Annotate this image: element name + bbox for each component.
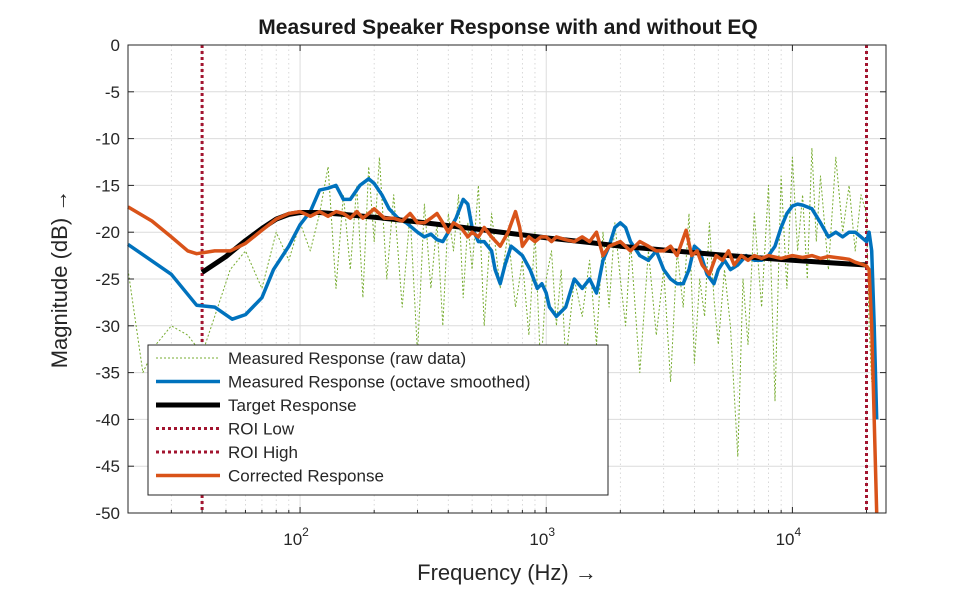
y-tick-label: -50 bbox=[95, 504, 120, 523]
legend: Measured Response (raw data) Measured Res… bbox=[147, 344, 609, 496]
x-tick-label: 104 bbox=[776, 525, 802, 549]
x-tick-base: 10 bbox=[283, 530, 302, 549]
legend-box bbox=[147, 344, 609, 496]
y-tick-label: -10 bbox=[95, 130, 120, 149]
y-tick-label: -5 bbox=[105, 83, 120, 102]
data-series bbox=[127, 45, 879, 514]
legend-label-corrected-response: Corrected Response bbox=[228, 467, 384, 486]
chart-title: Measured Speaker Response with and witho… bbox=[258, 16, 757, 39]
x-tick-exponent: 3 bbox=[548, 525, 555, 539]
y-tick-label: -30 bbox=[95, 317, 120, 336]
legend-label-roi-low: ROI Low bbox=[228, 420, 295, 439]
x-tick-exponent: 2 bbox=[302, 525, 309, 539]
series-measured-response-raw-data bbox=[127, 147, 873, 458]
legend-label-measured-response-octave-smoothed: Measured Response (octave smoothed) bbox=[228, 373, 530, 392]
y-tick-label: -15 bbox=[95, 176, 120, 195]
legend-label-target-response: Target Response bbox=[228, 396, 357, 415]
legend-label-roi-high: ROI High bbox=[228, 443, 298, 462]
y-tick-label: 0 bbox=[111, 36, 120, 55]
y-tick-label: -25 bbox=[95, 270, 120, 289]
series-corrected-response bbox=[127, 205, 879, 514]
y-tick-label: -20 bbox=[95, 223, 120, 242]
legend-entries: Measured Response (raw data) Measured Res… bbox=[156, 349, 530, 486]
x-tick-label: 103 bbox=[529, 525, 555, 549]
y-axis-label: Magnitude (dB) → bbox=[47, 190, 72, 369]
y-tick-label: -45 bbox=[95, 457, 120, 476]
legend-label-measured-response-raw-data: Measured Response (raw data) bbox=[228, 349, 466, 368]
x-tick-base: 10 bbox=[776, 530, 795, 549]
y-tick-label: -35 bbox=[95, 364, 120, 383]
x-tick-base: 10 bbox=[529, 530, 548, 549]
x-tick-exponent: 4 bbox=[795, 525, 802, 539]
series-measured-response-octave-smoothed bbox=[127, 177, 879, 420]
x-axis-label: Frequency (Hz) → bbox=[417, 560, 597, 585]
y-tick-label: -40 bbox=[95, 410, 120, 429]
x-tick-label: 102 bbox=[283, 525, 309, 549]
